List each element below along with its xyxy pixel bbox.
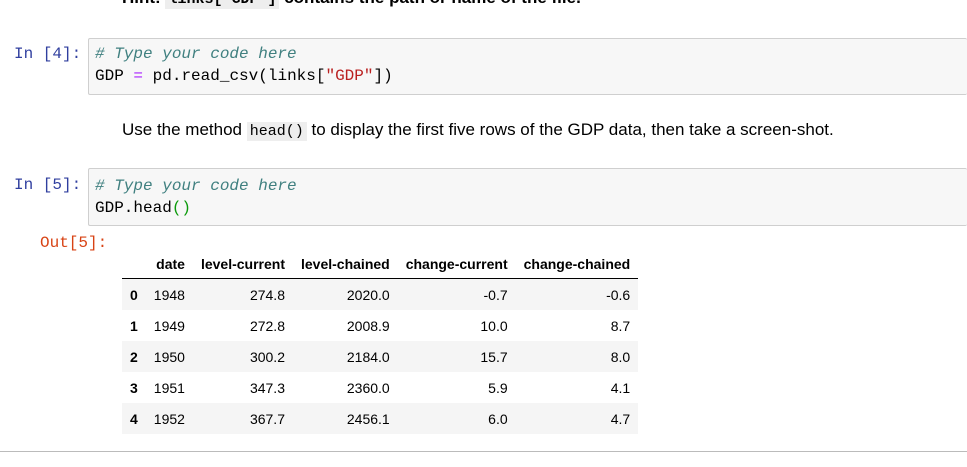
table-cell: 2360.0 [346,379,390,396]
code-line: GDP.head() [95,199,191,217]
divider [0,451,967,452]
table-row: 0 1948 274.8 2020.0 -0.7 -0.6 [122,278,639,310]
table-cell: 272.8 [249,317,285,334]
code-cell[interactable]: # Type your code here GDP = pd.read_csv(… [88,38,967,95]
md-text: to display the first five rows of the GD… [311,120,834,139]
code-cell[interactable]: # Type your code here GDP.head() [88,168,967,226]
hint-code: links["GDP"] [165,0,280,9]
table-row: 3 1951 347.3 2360.0 5.9 4.1 [122,372,638,403]
table-cell: 15.7 [480,348,508,365]
table-cell: 2456.1 [346,410,390,427]
comment: # Type your code here [95,45,297,63]
table-cell: 300.2 [249,348,285,365]
table-cell: 1948 [153,286,185,303]
table-cell: 274.8 [249,286,285,303]
table-cell: 5.9 [488,379,508,396]
column-header: change-chained [515,250,639,279]
token: GDP.head [95,199,172,217]
table-cell: 367.7 [249,410,285,427]
table-cell: 2184.0 [346,348,390,365]
table-cell: 2020.0 [346,286,390,303]
prompt: In [5]: [14,176,82,194]
code-line: GDP = pd.read_csv(links["GDP"]) [95,67,393,85]
token: = [133,67,144,85]
table-cell: 1950 [153,348,185,365]
index-header [122,250,146,279]
table-cell: 4.7 [610,410,631,427]
table-cell: 8.0 [610,348,631,365]
column-header: change-current [397,250,516,279]
table-cell: 1949 [153,317,185,334]
md-text: Use the method [122,120,243,139]
header-row: date level-current level-chained change-cur… [122,250,639,279]
token: () [171,199,192,217]
token: ]) [373,67,393,85]
table-cell: 1952 [153,410,185,427]
row-index: 4 [130,410,138,427]
table-cell: 2008.9 [346,317,390,334]
prompt: In [4]: [14,45,82,63]
table-cell: 10.0 [480,317,508,334]
row-index: 3 [130,379,138,396]
markdown: Use the method head() to display the fir… [122,120,834,141]
token: pd.read_csv(links[ [152,67,326,85]
out-prompt: Out[5]: [40,234,108,252]
hint: Hint: links["GDP"] contains the path or … [122,0,581,9]
table-cell: -0.6 [606,286,631,303]
row-index: 2 [130,348,138,365]
table-row: 4 1952 367.7 2456.1 6.0 4.7 [122,403,639,434]
column-header: level-chained [293,250,398,279]
table-row: 1 1949 272.8 2008.9 10.0 8.7 [122,310,638,341]
column-header: level-current [192,250,293,279]
table-cell: 6.0 [488,410,508,427]
table-cell: -0.7 [483,286,508,303]
hint-prefix: Hint: [122,0,161,7]
table-row: 2 1950 300.2 2184.0 15.7 8.0 [122,341,639,372]
md-code: head() [246,122,307,141]
comment: # Type your code here [95,177,297,195]
row-index: 1 [130,317,138,334]
row-index: 0 [130,286,138,303]
column-header: date [145,250,193,279]
dataframe: date level-current level-chained change-cur… [122,250,639,434]
table-cell: 1951 [153,379,185,396]
table-cell: 8.7 [610,317,631,334]
table-cell: 4.1 [610,379,631,396]
hint-suffix: contains the path or name of the file. [284,0,581,7]
table-cell: 347.3 [249,379,285,396]
token: GDP [95,67,124,85]
token: "GDP" [325,67,374,85]
